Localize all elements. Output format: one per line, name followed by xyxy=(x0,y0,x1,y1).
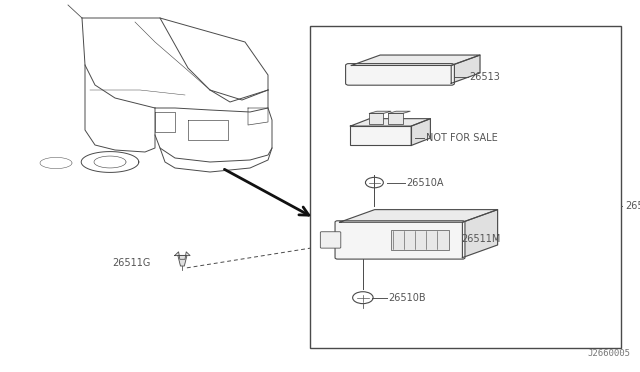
Text: 26511M: 26511M xyxy=(461,234,500,244)
Bar xyxy=(388,113,403,124)
Polygon shape xyxy=(178,256,187,266)
Bar xyxy=(310,26,621,348)
Polygon shape xyxy=(351,55,480,65)
Polygon shape xyxy=(412,119,430,145)
FancyBboxPatch shape xyxy=(335,221,465,259)
Polygon shape xyxy=(369,111,391,113)
Polygon shape xyxy=(462,210,498,257)
Bar xyxy=(391,230,449,250)
Text: 26511G: 26511G xyxy=(112,259,150,268)
Polygon shape xyxy=(451,55,480,83)
Bar xyxy=(351,126,411,145)
Polygon shape xyxy=(388,111,410,113)
FancyBboxPatch shape xyxy=(320,232,340,248)
Text: 26510N: 26510N xyxy=(625,202,640,211)
Text: 26513: 26513 xyxy=(469,72,500,82)
Polygon shape xyxy=(175,252,190,259)
Text: 26510A: 26510A xyxy=(406,178,444,188)
Polygon shape xyxy=(339,210,498,222)
FancyBboxPatch shape xyxy=(346,64,454,85)
Text: J2660005: J2660005 xyxy=(588,349,630,358)
Text: NOT FOR SALE: NOT FOR SALE xyxy=(426,133,497,142)
Text: 26510B: 26510B xyxy=(388,294,426,303)
Bar xyxy=(369,113,383,124)
Polygon shape xyxy=(351,119,430,126)
